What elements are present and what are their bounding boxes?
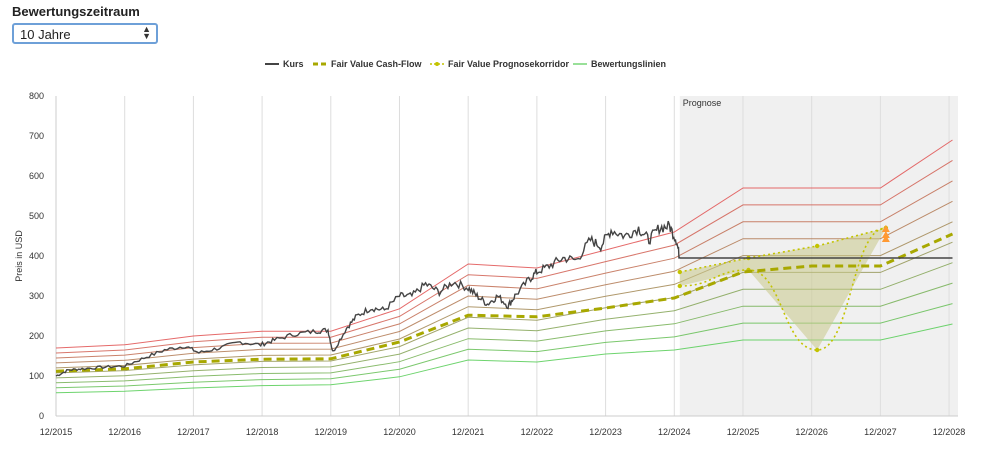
valuation-line (55, 180, 953, 359)
valuation-line (55, 139, 953, 349)
x-tick-label: 12/2017 (177, 427, 210, 437)
x-tick-label: 12/2022 (521, 427, 554, 437)
y-tick-label: 500 (29, 211, 44, 221)
y-tick-label: 200 (29, 331, 44, 341)
x-tick-label: 12/2023 (589, 427, 622, 437)
x-tick-label: 12/2018 (246, 427, 279, 437)
x-tick-label: 12/2025 (727, 427, 760, 437)
y-tick-label: 800 (29, 91, 44, 101)
forecast-arrow-icon (881, 235, 890, 242)
valuation-line (55, 323, 953, 394)
legend-label: Kurs (283, 59, 304, 69)
legend-label: Bewertungslinien (591, 59, 666, 69)
legend-label: Fair Value Prognosekorridor (448, 59, 570, 69)
x-tick-label: 12/2024 (658, 427, 691, 437)
x-tick-label: 12/2020 (383, 427, 416, 437)
y-tick-label: 400 (29, 251, 44, 261)
x-tick-label: 12/2016 (108, 427, 141, 437)
corridor-upper-line (679, 227, 887, 273)
series-kurs (55, 220, 953, 377)
series-fair-value (55, 232, 954, 373)
period-label: Bewertungszeitraum (12, 4, 140, 19)
y-tick-label: 100 (29, 371, 44, 381)
forecast-label: Prognose (683, 98, 722, 108)
valuation-line (55, 159, 953, 354)
x-tick-label: 12/2015 (40, 427, 73, 437)
x-tick-label: 12/2019 (315, 427, 348, 437)
x-tick-label: 12/2026 (795, 427, 828, 437)
forecast-arrow-icon (881, 225, 890, 232)
y-tick-label: 0 (39, 411, 44, 421)
valuation-line (55, 200, 953, 364)
period-select[interactable]: 10 Jahre ▲ ▼ (12, 23, 158, 44)
corridor-point (814, 243, 820, 249)
legend-label: Fair Value Cash-Flow (331, 59, 423, 69)
y-tick-label: 600 (29, 171, 44, 181)
corridor-point (677, 283, 682, 289)
y-axis-label: Preis in USD (14, 230, 24, 282)
y-tick-label: 700 (29, 131, 44, 141)
y-tick-label: 300 (29, 291, 44, 301)
legend-swatch-corridor-dot (435, 62, 439, 66)
select-updown-icon: ▲ ▼ (142, 24, 151, 41)
x-tick-label: 12/2027 (864, 427, 897, 437)
x-tick-label: 12/2028 (933, 427, 966, 437)
corridor-point (677, 269, 682, 275)
period-select-value: 10 Jahre (20, 27, 71, 42)
corridor-lower-line (679, 227, 886, 351)
x-tick-label: 12/2021 (452, 427, 485, 437)
forecast-arrow-icon (881, 231, 890, 238)
corridor-point (814, 347, 820, 353)
